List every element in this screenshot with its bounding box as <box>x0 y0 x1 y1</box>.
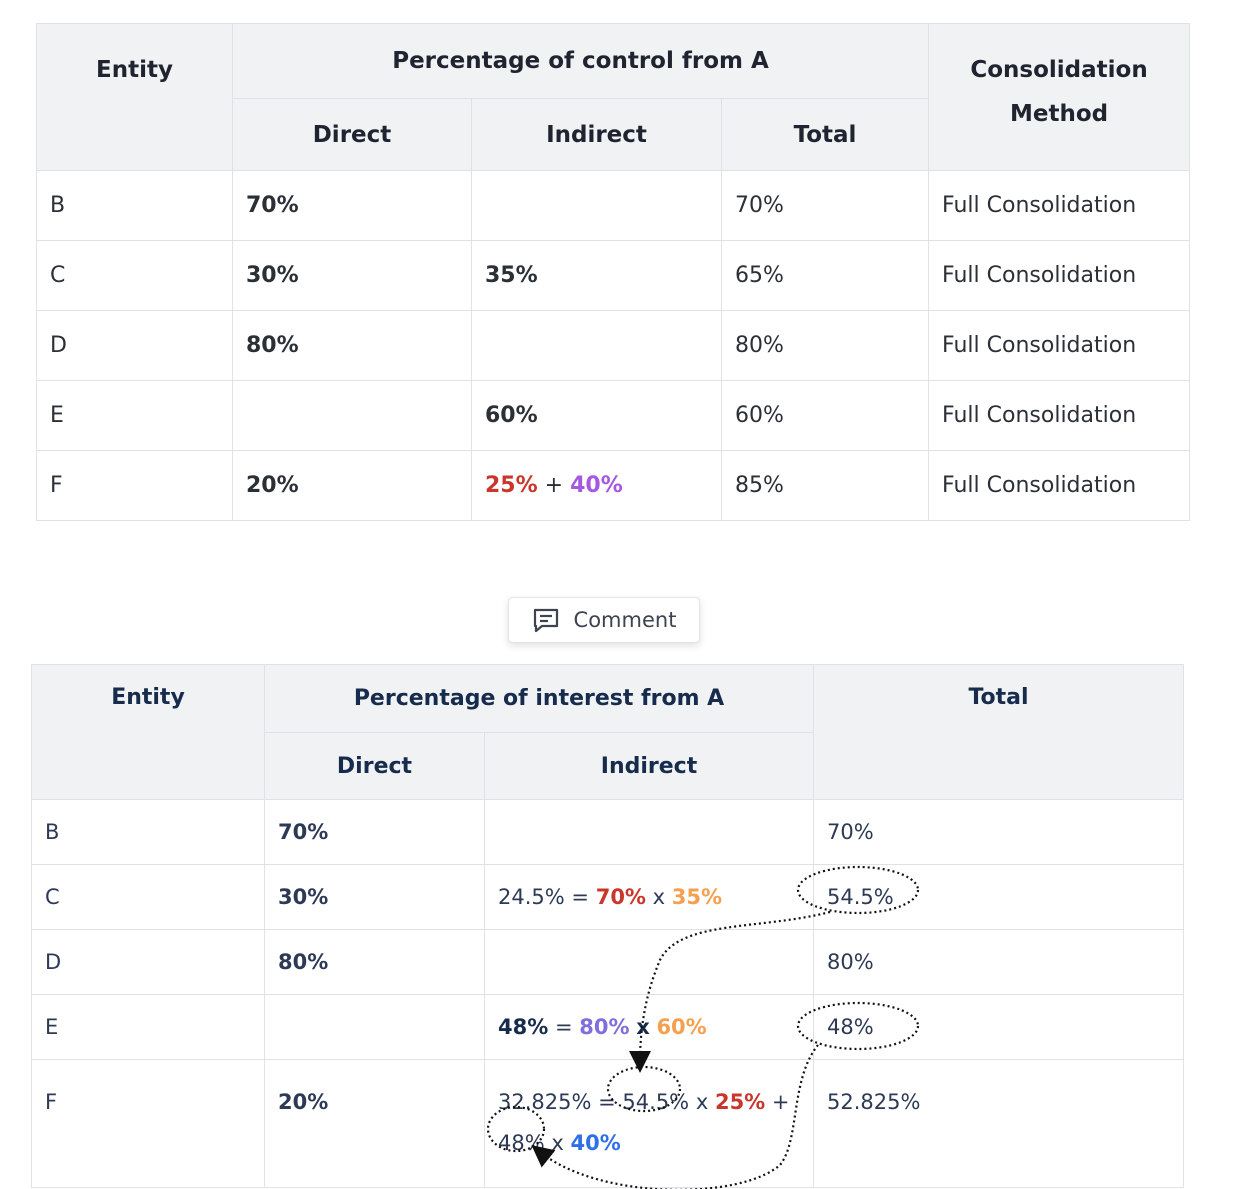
formula-term: 60% <box>656 1015 707 1039</box>
entity-cell: D <box>31 929 265 995</box>
formula-plus: + <box>771 1090 790 1114</box>
header-direct: Direct <box>264 732 485 800</box>
entity-cell: C <box>36 240 233 311</box>
method-cell: Full Consolidation <box>928 450 1191 521</box>
entity-cell: D <box>36 310 233 381</box>
formula-term: 35% <box>671 885 723 909</box>
formula-result: 32.825% <box>498 1090 592 1114</box>
header-entity: Entity <box>36 23 233 171</box>
interest-table: Entity Percentage of interest from A Tot… <box>31 664 1185 1188</box>
header-percentage-interest: Percentage of interest from A <box>263 664 815 733</box>
table-row: F 20% 32.825% = 54.5% x 25% + 48% x 40% … <box>31 1059 1185 1188</box>
formula-equals: = <box>598 1090 616 1114</box>
header-direct: Direct <box>232 98 472 171</box>
direct-cell: 20% <box>232 450 472 521</box>
method-cell: Full Consolidation <box>928 240 1191 311</box>
total-cell: 60% <box>720 380 930 451</box>
indirect-cell <box>483 799 815 865</box>
direct-cell: 70% <box>232 170 472 241</box>
indirect-cell <box>483 929 815 995</box>
direct-cell: 70% <box>264 799 485 865</box>
formula-term: 25% <box>714 1090 766 1114</box>
direct-cell <box>264 994 485 1060</box>
table-row: C 30% 35% 65% Full Consolidation <box>36 240 1191 311</box>
entity-cell: F <box>31 1059 265 1188</box>
entity-cell: B <box>31 799 265 865</box>
formula-term: 80% <box>579 1015 630 1039</box>
total-cell: 65% <box>720 240 930 311</box>
plus-sign: + <box>544 473 564 498</box>
table-row: B 70% 70% <box>31 799 1185 865</box>
formula-times: x <box>695 1090 709 1114</box>
header-indirect: Indirect <box>483 732 815 800</box>
table-row: F 20% 25% + 40% 85% Full Consolidation <box>36 450 1191 521</box>
total-cell: 70% <box>813 799 1185 865</box>
indirect-cell: 48% = 80% x 60% <box>483 994 815 1060</box>
total-cell: 52.825% <box>813 1059 1185 1188</box>
formula-times: x <box>636 1015 650 1039</box>
indirect-cell <box>471 310 722 381</box>
entity-cell: E <box>31 994 265 1060</box>
table-row: B 70% 70% Full Consolidation <box>36 170 1191 241</box>
entity-cell: F <box>36 450 233 521</box>
formula-result: 24.5% <box>498 885 565 909</box>
indirect-cell: 24.5% = 70% x 35% <box>483 864 815 930</box>
control-table: Entity Percentage of control from A Cons… <box>36 23 1191 521</box>
total-cell: 80% <box>813 929 1185 995</box>
total-cell: 48% <box>813 994 1185 1060</box>
direct-cell: 80% <box>264 929 485 995</box>
header-consolidation-method: Consolidation Method <box>928 23 1191 171</box>
formula-times: x <box>652 885 666 909</box>
table-row: D 80% 80% <box>31 929 1185 995</box>
formula-equals: = <box>571 885 590 909</box>
indirect-cell: 35% <box>471 240 722 311</box>
entity-cell: B <box>36 170 233 241</box>
comment-label: Comment <box>573 608 677 632</box>
indirect-cell: 60% <box>471 380 722 451</box>
formula-equals: = <box>554 1015 573 1039</box>
direct-cell: 30% <box>264 864 485 930</box>
header-indirect: Indirect <box>471 98 722 171</box>
total-cell: 54.5% <box>813 864 1185 930</box>
total-cell: 85% <box>720 450 930 521</box>
formula-times: x <box>551 1131 564 1155</box>
comment-icon <box>533 608 558 633</box>
formula-term: 54.5% <box>622 1090 690 1114</box>
total-cell: 70% <box>720 170 930 241</box>
method-cell: Full Consolidation <box>928 170 1191 241</box>
entity-cell: E <box>36 380 233 451</box>
formula-term: 40% <box>570 1131 621 1155</box>
header-total: Total <box>813 664 1185 800</box>
direct-cell: 80% <box>232 310 472 381</box>
direct-cell: 30% <box>232 240 472 311</box>
direct-cell <box>232 380 472 451</box>
method-cell: Full Consolidation <box>928 380 1191 451</box>
formula-term: 48% <box>498 1131 545 1155</box>
formula-term: 70% <box>595 885 646 909</box>
direct-cell: 20% <box>264 1059 485 1188</box>
indirect-cell <box>471 170 722 241</box>
header-total: Total <box>720 98 930 171</box>
header-entity: Entity <box>31 664 265 800</box>
indirect-cell: 25% + 40% <box>471 450 722 521</box>
table-row: D 80% 80% Full Consolidation <box>36 310 1191 381</box>
header-percentage-control: Percentage of control from A <box>231 23 930 99</box>
table-row: C 30% 24.5% = 70% x 35% 54.5% <box>31 864 1185 930</box>
indirect-cell: 32.825% = 54.5% x 25% + 48% x 40% <box>483 1059 815 1188</box>
entity-cell: C <box>31 864 265 930</box>
indirect-part-b: 40% <box>570 473 623 498</box>
method-cell: Full Consolidation <box>928 310 1191 381</box>
table-row: E 48% = 80% x 60% 48% <box>31 994 1185 1060</box>
formula-result: 48% <box>498 1015 549 1039</box>
table-row: E 60% 60% Full Consolidation <box>36 380 1191 451</box>
indirect-part-a: 25% <box>485 473 538 498</box>
comment-button[interactable]: Comment <box>508 597 700 643</box>
total-cell: 80% <box>720 310 930 381</box>
